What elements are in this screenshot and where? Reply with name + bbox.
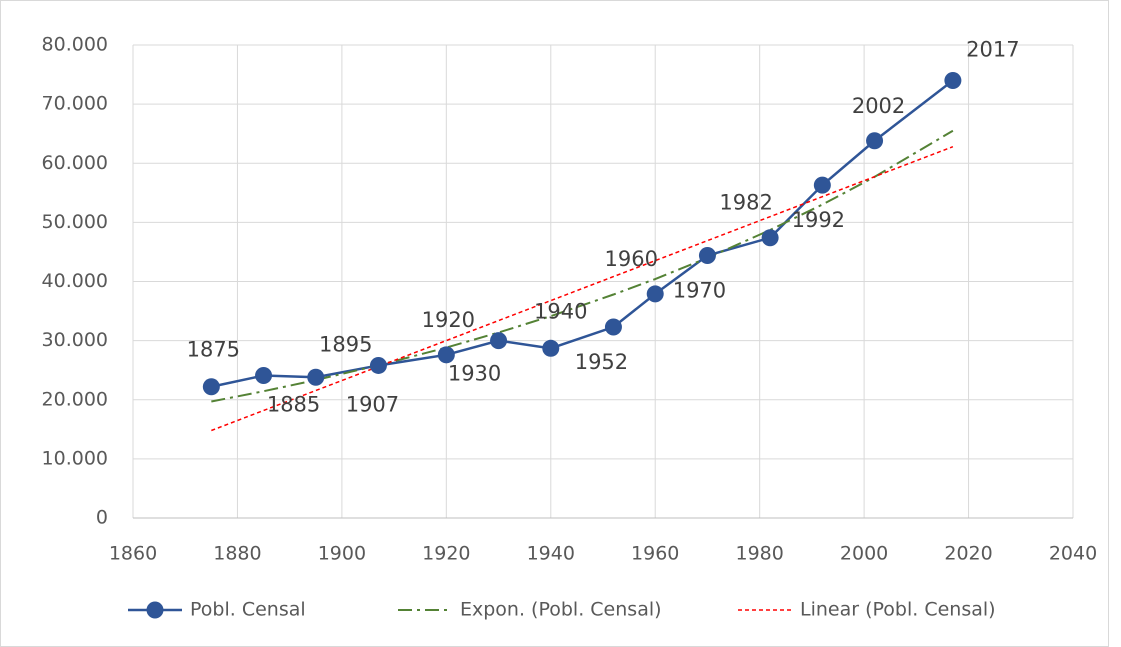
y-tick-label: 50.000	[42, 211, 108, 233]
data-label: 2017	[966, 37, 1019, 61]
series-line	[211, 145, 954, 432]
data-point	[202, 378, 220, 396]
data-point	[866, 132, 884, 150]
y-tick-label: 30.000	[42, 329, 108, 351]
data-point	[437, 346, 455, 364]
data-label: 1940	[534, 299, 587, 323]
x-tick-label: 1960	[631, 543, 679, 565]
data-label: 1982	[719, 191, 772, 215]
data-point	[944, 71, 962, 89]
x-tick-label: 2020	[944, 543, 992, 565]
x-tick-label: 2000	[840, 543, 888, 565]
y-tick-label: 0	[96, 507, 108, 529]
x-tick-label: 1860	[109, 543, 157, 565]
x-tick-label: 2040	[1049, 543, 1097, 565]
y-tick-label: 10.000	[42, 447, 108, 469]
y-tick-label: 60.000	[42, 152, 108, 174]
data-label: 1970	[673, 278, 726, 302]
data-point	[698, 246, 716, 264]
data-label: 1960	[604, 247, 657, 271]
y-tick-label: 20.000	[42, 388, 108, 410]
data-label: 1992	[792, 208, 845, 232]
y-tick-label: 80.000	[42, 34, 108, 56]
x-tick-label: 1940	[527, 543, 575, 565]
data-label: 1907	[346, 392, 399, 416]
series-line	[211, 79, 954, 388]
data-point	[490, 332, 508, 350]
data-label: 1885	[267, 393, 320, 417]
data-label: 1920	[422, 308, 475, 332]
data-point	[761, 229, 779, 247]
y-tick-label: 70.000	[42, 93, 108, 115]
x-tick-label: 1980	[735, 543, 783, 565]
legend-marker	[146, 601, 164, 619]
data-label: 1952	[575, 350, 628, 374]
data-point	[542, 339, 560, 357]
data-label: 1875	[187, 338, 240, 362]
legend-label: Linear (Pobl. Censal)	[800, 599, 996, 621]
data-point	[813, 176, 831, 194]
data-point	[307, 368, 325, 386]
data-label: 1895	[319, 332, 372, 356]
legend-label: Expon. (Pobl. Censal)	[460, 599, 662, 621]
data-point	[255, 367, 273, 385]
data-point	[369, 356, 387, 374]
y-tick-label: 40.000	[42, 270, 108, 292]
x-tick-label: 1880	[213, 543, 261, 565]
data-point	[604, 318, 622, 336]
data-label: 2002	[852, 94, 905, 118]
data-label: 1930	[448, 362, 501, 386]
series-line	[211, 129, 954, 403]
data-point	[646, 285, 664, 303]
legend-label: Pobl. Censal	[190, 599, 306, 621]
x-tick-label: 1900	[318, 543, 366, 565]
x-tick-label: 1920	[422, 543, 470, 565]
